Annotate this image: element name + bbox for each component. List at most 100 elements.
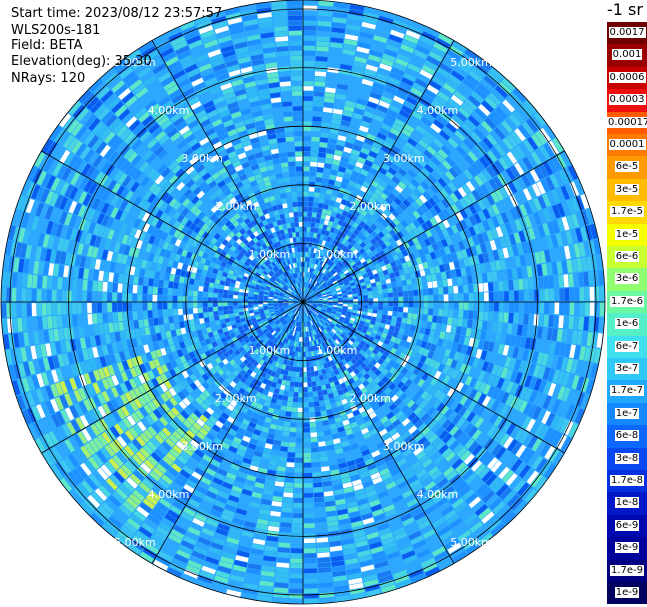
scan-cell (314, 406, 321, 412)
scan-cell (328, 179, 335, 186)
scan-cell (403, 72, 417, 82)
scan-cell (499, 433, 510, 446)
scan-cell (308, 301, 313, 302)
scan-cell (343, 205, 351, 213)
scan-cell (344, 318, 350, 323)
scan-cell (32, 421, 43, 437)
scan-cell (329, 464, 339, 471)
scan-cell (284, 482, 294, 488)
scan-cell (413, 290, 419, 296)
scan-cell (235, 415, 244, 423)
scan-cell (427, 281, 433, 289)
scan-cell (363, 193, 371, 201)
scan-cell (379, 428, 388, 437)
scan-cell (392, 287, 398, 293)
scan-cell (301, 312, 303, 317)
scan-cell (265, 357, 271, 363)
scan-cell (213, 379, 222, 388)
scan-cell (488, 341, 495, 352)
scan-cell (364, 264, 370, 270)
scan-cell (279, 330, 284, 336)
scan-cell (258, 513, 270, 521)
scan-cell (389, 490, 401, 499)
scan-cell (223, 331, 230, 337)
scan-cell (237, 503, 249, 511)
scan-cell (372, 508, 384, 517)
scan-cell (385, 371, 393, 379)
scan-cell (395, 58, 409, 68)
scan-cell (403, 307, 409, 313)
scan-cell (328, 535, 341, 542)
scan-cell (352, 334, 358, 340)
scan-cell (296, 442, 303, 448)
scan-cell (583, 241, 591, 256)
scan-cell (168, 533, 182, 544)
scan-cell (388, 463, 399, 472)
scan-cell (338, 378, 344, 385)
scan-cell (367, 172, 376, 180)
scan-cell (318, 147, 327, 153)
scan-cell (548, 275, 554, 289)
scan-cell (396, 231, 404, 239)
scan-cell (323, 363, 329, 369)
scan-cell (382, 53, 396, 62)
scan-cell (585, 208, 594, 224)
scan-cell (353, 61, 366, 69)
scan-cell (310, 346, 314, 352)
scan-cell (344, 424, 352, 431)
scan-cell (491, 204, 500, 216)
scan-cell (120, 464, 133, 476)
scan-cell (269, 402, 276, 409)
scan-cell (402, 285, 408, 292)
scan-cell (343, 173, 351, 180)
scan-cell (478, 283, 484, 292)
scan-cell (317, 306, 322, 309)
scan-cell (353, 266, 360, 272)
scan-cell (468, 70, 483, 83)
scan-cell (404, 435, 414, 444)
scan-cell (549, 288, 555, 301)
scan-cell (356, 245, 363, 252)
scan-cell (373, 302, 378, 306)
scan-cell (388, 149, 399, 159)
scan-cell (244, 414, 252, 422)
scan-cell (590, 363, 598, 379)
scan-cell (233, 560, 248, 568)
scan-cell (478, 253, 485, 264)
scan-cell (195, 396, 204, 405)
scan-cell (264, 443, 273, 450)
scan-cell (280, 358, 285, 364)
scan-cell (169, 420, 179, 430)
scan-cell (232, 377, 240, 384)
scan-cell (194, 467, 205, 476)
scan-cell (533, 378, 542, 391)
scan-cell (366, 220, 374, 227)
scan-cell (585, 378, 595, 394)
scan-cell (418, 473, 430, 483)
scan-cell (332, 484, 343, 491)
scan-cell (547, 430, 559, 445)
scan-cell (310, 432, 318, 438)
scan-cell (509, 208, 519, 220)
scan-cell (445, 122, 457, 133)
scan-cell (413, 161, 424, 171)
scan-cell (250, 337, 257, 343)
scan-cell (372, 403, 380, 411)
scan-cell (423, 403, 432, 413)
scan-cell (323, 269, 328, 275)
scan-cell (381, 162, 390, 171)
scan-cell (182, 397, 191, 407)
scan-cell (152, 486, 164, 498)
scan-cell (397, 252, 404, 259)
scan-cell (335, 595, 351, 602)
scan-cell (571, 258, 578, 273)
scan-cell (80, 445, 92, 459)
scan-cell (182, 419, 192, 429)
scan-cell (287, 311, 292, 316)
scan-cell (381, 472, 392, 481)
scan-cell (408, 115, 420, 125)
scan-cell (300, 311, 302, 317)
scan-cell (227, 532, 241, 540)
scan-cell (351, 170, 360, 178)
scan-cell (139, 551, 155, 564)
